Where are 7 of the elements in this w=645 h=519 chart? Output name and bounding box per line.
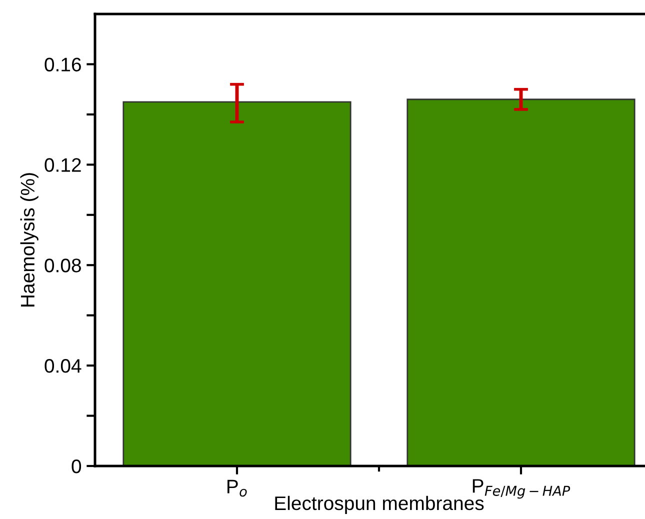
y-tick-label: 0.16 <box>44 58 81 72</box>
y-tick-label: 0.08 <box>44 258 81 272</box>
x-tick-label: P$_{o}$ <box>228 480 247 497</box>
y-tick-label: 0.12 <box>44 158 81 172</box>
y-tick-label: 0.04 <box>44 359 82 373</box>
y-tick-label: 0 <box>72 459 82 474</box>
y-axis-title: Haemolysis (%) <box>20 173 38 306</box>
